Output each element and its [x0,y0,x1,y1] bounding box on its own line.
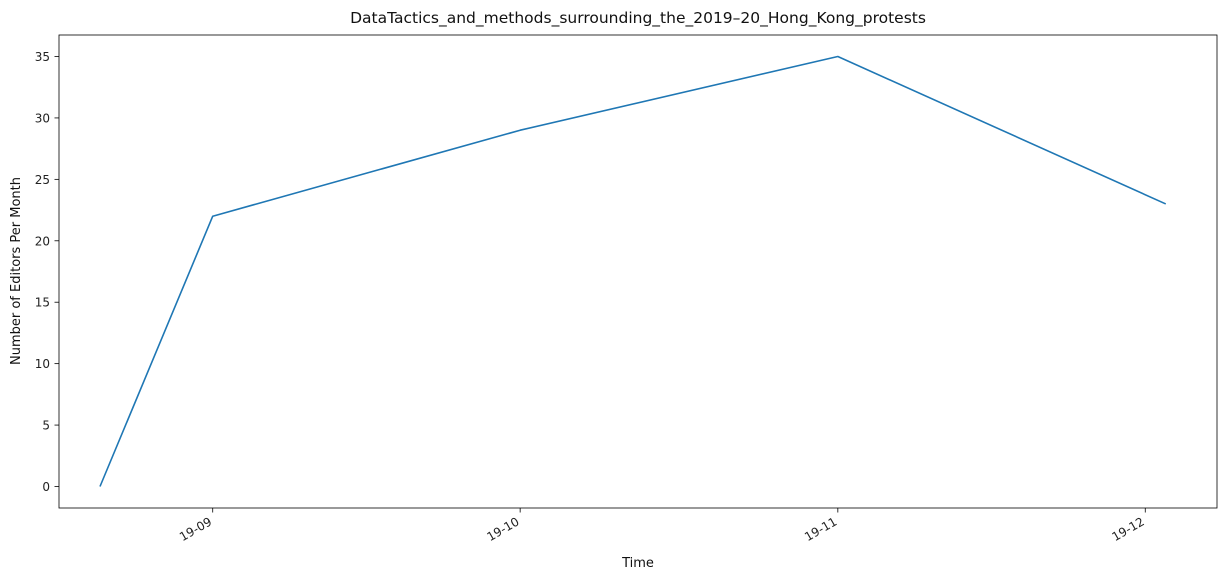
y-tick-label: 0 [42,480,50,494]
y-tick-label: 30 [35,111,50,125]
y-tick-label: 15 [35,296,50,310]
y-tick-label: 20 [35,234,50,248]
plot-frame [58,34,1218,509]
y-axis-title: Number of Editors Per Month [9,177,24,365]
series-line-0 [99,55,1167,487]
x-tick-label: 19-12 [1110,514,1147,544]
x-tick-label: 19-10 [484,514,521,544]
y-tick-label: 25 [35,173,50,187]
y-tick-label: 35 [35,50,50,64]
plot-area: 0 5 10 15 20 25 30 35 19-09 19-10 19-11 19-12 [35,34,1218,544]
y-tick-label: 5 [42,419,50,433]
x-axis-title: Time [621,556,654,571]
x-tick-label: 19-09 [177,514,214,544]
y-tick-label: 10 [35,357,50,371]
chart-title: DataTactics_and_methods_surrounding_the_… [350,9,926,28]
x-tick-label: 19-11 [802,514,839,544]
